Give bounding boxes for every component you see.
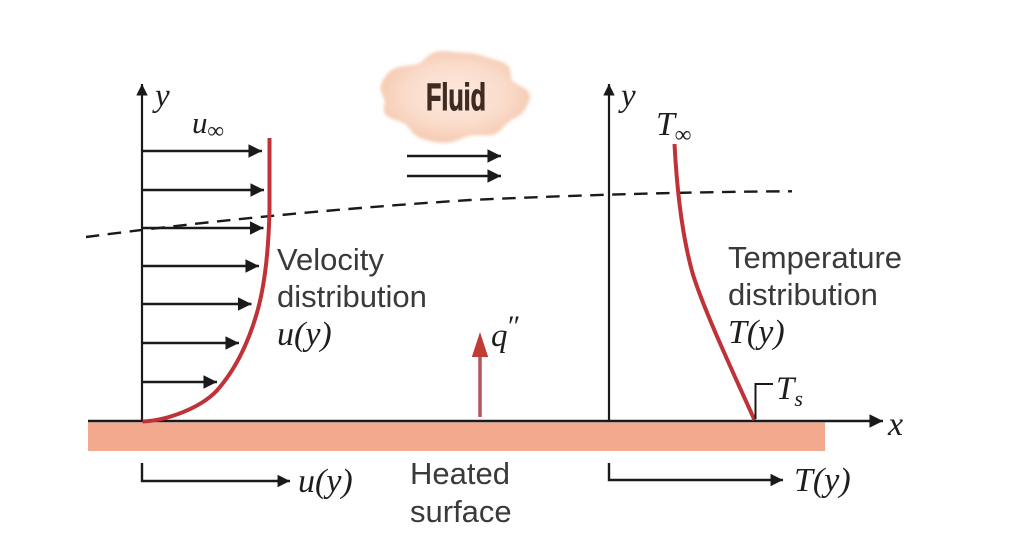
svg-text:y: y — [618, 78, 636, 114]
svg-text:T(y): T(y) — [728, 314, 785, 351]
svg-text:distribution: distribution — [728, 277, 878, 312]
svg-text:surface: surface — [410, 494, 512, 529]
svg-text:y: y — [152, 78, 170, 114]
svg-text:u(y): u(y) — [298, 463, 353, 500]
svg-text:u(y): u(y) — [277, 316, 332, 353]
svg-text:distribution: distribution — [277, 279, 427, 314]
svg-text:Fluid: Fluid — [426, 77, 486, 119]
svg-text:Heated: Heated — [410, 456, 510, 491]
svg-text:x: x — [887, 406, 903, 443]
svg-text:T(y): T(y) — [794, 462, 851, 499]
svg-text:Velocity: Velocity — [277, 242, 384, 277]
svg-text:Temperature: Temperature — [728, 240, 902, 275]
